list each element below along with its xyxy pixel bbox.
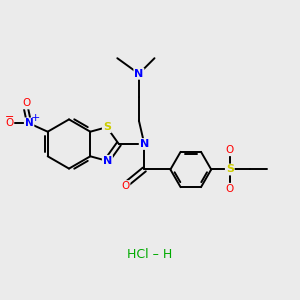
Text: −: − [4,112,14,122]
Text: O: O [5,118,14,128]
Text: N: N [25,118,34,128]
Text: S: S [226,164,234,175]
Text: O: O [121,181,130,191]
Text: N: N [134,69,143,79]
Text: +: + [31,113,40,123]
Text: S: S [103,122,111,132]
Text: O: O [226,145,234,155]
Text: O: O [22,98,30,109]
Text: N: N [103,156,112,166]
Text: O: O [226,184,234,194]
Text: N: N [140,139,149,149]
Text: HCl – H: HCl – H [128,248,172,262]
